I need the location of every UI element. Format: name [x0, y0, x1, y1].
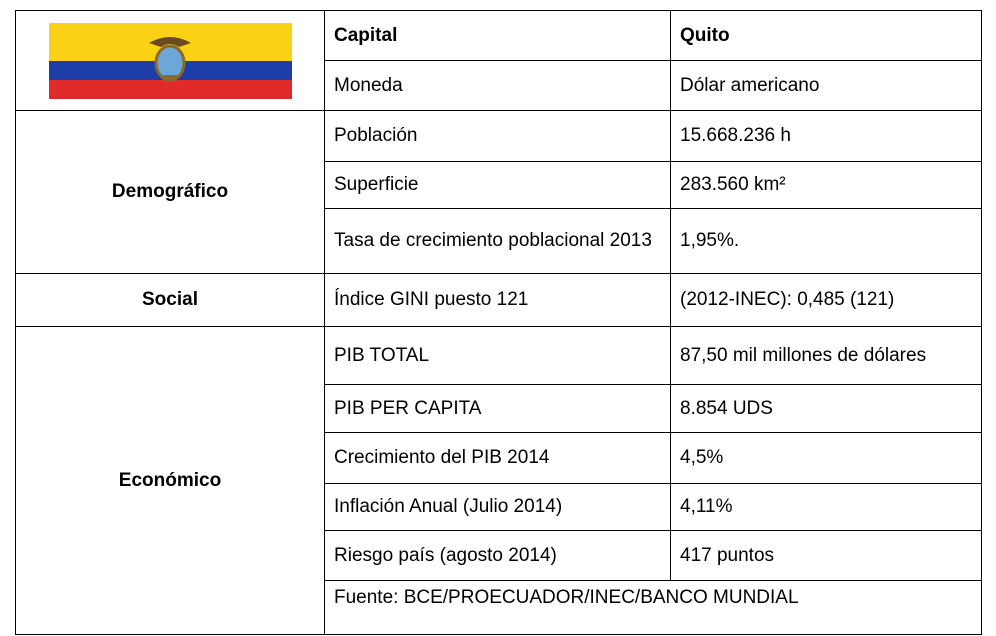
row: Crecimiento del PIB 2014 4,5%: [16, 432, 982, 484]
row: Económico PIB TOTAL 87,50 mil millones d…: [15, 326, 982, 635]
cell: 87,50 mil millones de dólares: [670, 326, 982, 385]
cell: PIB TOTAL: [324, 326, 671, 385]
group-cell: Demográfico: [15, 110, 325, 274]
row: Moneda Dólar americano: [16, 60, 982, 111]
cell: 15.668.236 h: [670, 110, 982, 162]
cell: Crecimiento del PIB 2014: [324, 432, 671, 484]
cell: 283.560 km²: [670, 161, 982, 209]
cell: Capital: [324, 10, 671, 61]
group-cell: Social: [15, 273, 325, 327]
row: Inflación Anual (Julio 2014) 4,11%: [16, 483, 982, 531]
row: Tasa de crecimiento poblacional 2013 1,9…: [16, 208, 982, 274]
row: PIB PER CAPITA 8.854 UDS: [16, 384, 982, 433]
cell: 417 puntos: [670, 530, 982, 581]
cell: Tasa de crecimiento poblacional 2013: [324, 208, 671, 274]
row: Fuente: BCE/PROECUADOR/INEC/BANCO MUNDIA…: [16, 580, 982, 635]
cell: Población: [324, 110, 671, 162]
row: Demográfico Población 15.668.236 h: [15, 110, 982, 274]
cell: Moneda: [324, 60, 671, 111]
group-cell: Económico: [15, 326, 325, 635]
cell: Índice GINI puesto 121: [324, 273, 671, 327]
cell: 4,5%: [670, 432, 982, 484]
flag: [48, 22, 292, 99]
cell: 4,11%: [670, 483, 982, 531]
cell: Riesgo país (agosto 2014): [324, 530, 671, 581]
flag-cell: [15, 10, 325, 111]
cell: (2012-INEC): 0,485 (121): [670, 273, 982, 327]
cell: 8.854 UDS: [670, 384, 982, 433]
cell: 1,95%.: [670, 208, 982, 274]
source-note: Fuente: BCE/PROECUADOR/INEC/BANCO MUNDIA…: [324, 580, 982, 635]
row: Social Índice GINI puesto 121 (2012-INEC…: [15, 273, 982, 327]
data-table: Capital Quito Moneda Dólar americano Dem…: [15, 10, 982, 635]
cell: Superficie: [324, 161, 671, 209]
cell: Quito: [670, 10, 982, 61]
cell: Inflación Anual (Julio 2014): [324, 483, 671, 531]
cell: Dólar americano: [670, 60, 982, 111]
row: Capital Quito: [15, 10, 982, 111]
cell: PIB PER CAPITA: [324, 384, 671, 433]
